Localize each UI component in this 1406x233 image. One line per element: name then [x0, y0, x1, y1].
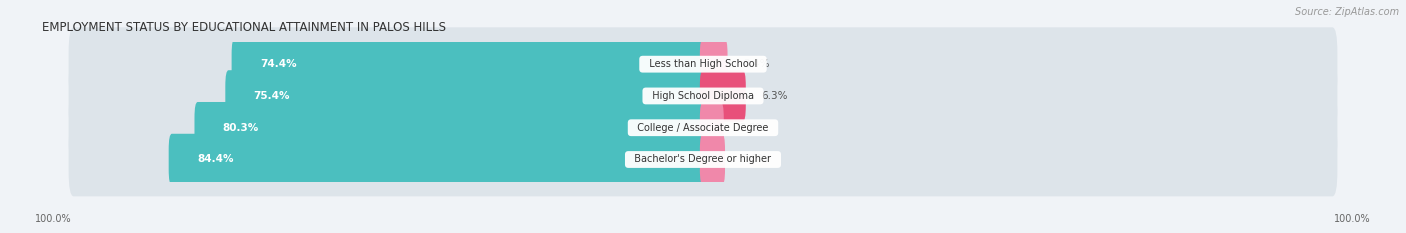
Text: 2.8%: 2.8% — [740, 123, 766, 133]
FancyBboxPatch shape — [169, 134, 706, 185]
FancyBboxPatch shape — [69, 59, 1337, 133]
FancyBboxPatch shape — [69, 91, 1337, 164]
Text: 75.4%: 75.4% — [253, 91, 290, 101]
FancyBboxPatch shape — [700, 70, 745, 122]
Text: 100.0%: 100.0% — [35, 214, 72, 224]
FancyBboxPatch shape — [700, 134, 725, 185]
FancyBboxPatch shape — [232, 38, 706, 90]
Text: 3.4%: 3.4% — [744, 59, 769, 69]
Text: 84.4%: 84.4% — [197, 154, 233, 164]
Text: EMPLOYMENT STATUS BY EDUCATIONAL ATTAINMENT IN PALOS HILLS: EMPLOYMENT STATUS BY EDUCATIONAL ATTAINM… — [42, 21, 446, 34]
Text: Source: ZipAtlas.com: Source: ZipAtlas.com — [1295, 7, 1399, 17]
FancyBboxPatch shape — [225, 70, 706, 122]
FancyBboxPatch shape — [69, 27, 1337, 101]
Text: 80.3%: 80.3% — [222, 123, 259, 133]
Text: 74.4%: 74.4% — [260, 59, 297, 69]
Text: 100.0%: 100.0% — [1334, 214, 1371, 224]
FancyBboxPatch shape — [700, 102, 724, 154]
Text: College / Associate Degree: College / Associate Degree — [631, 123, 775, 133]
FancyBboxPatch shape — [69, 123, 1337, 196]
Text: 6.3%: 6.3% — [762, 91, 787, 101]
Text: 3.0%: 3.0% — [741, 154, 768, 164]
FancyBboxPatch shape — [194, 102, 706, 154]
FancyBboxPatch shape — [700, 38, 727, 90]
Text: Less than High School: Less than High School — [643, 59, 763, 69]
Text: High School Diploma: High School Diploma — [645, 91, 761, 101]
Text: Bachelor's Degree or higher: Bachelor's Degree or higher — [628, 154, 778, 164]
